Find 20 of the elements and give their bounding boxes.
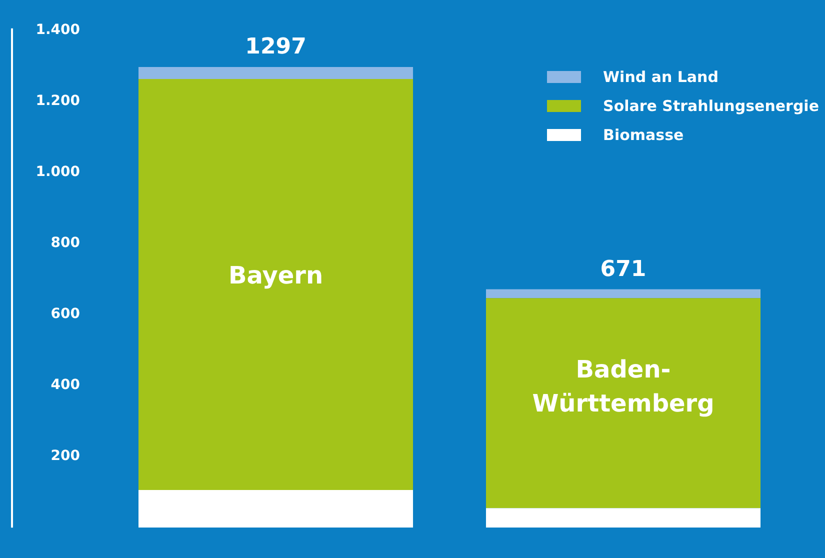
bar bbox=[486, 289, 761, 298]
y-tick-label: 1.000 bbox=[36, 164, 80, 180]
y-tick-label: 800 bbox=[50, 235, 80, 252]
x-tick-label: Baden-Württemberg bbox=[532, 356, 714, 418]
legend-label: Wind an Land bbox=[603, 68, 718, 86]
y-tick-label: 1.400 bbox=[36, 22, 80, 38]
x-tick-label: Bayern bbox=[228, 262, 324, 290]
bar bbox=[486, 508, 761, 528]
total-label: 1297 bbox=[245, 34, 306, 60]
bar bbox=[138, 79, 414, 490]
legend-label: Biomasse bbox=[603, 126, 684, 144]
bar bbox=[486, 298, 761, 508]
y-tick-label: 600 bbox=[50, 306, 80, 322]
bar bbox=[138, 490, 414, 528]
total-label: 671 bbox=[600, 257, 646, 282]
y-tick-label: 200 bbox=[50, 448, 80, 464]
bar bbox=[138, 66, 414, 80]
y-tick-label: 1.200 bbox=[36, 93, 80, 110]
y-tick-label: 400 bbox=[50, 377, 80, 394]
legend-label: Solare Strahlungsenergie bbox=[603, 96, 819, 114]
